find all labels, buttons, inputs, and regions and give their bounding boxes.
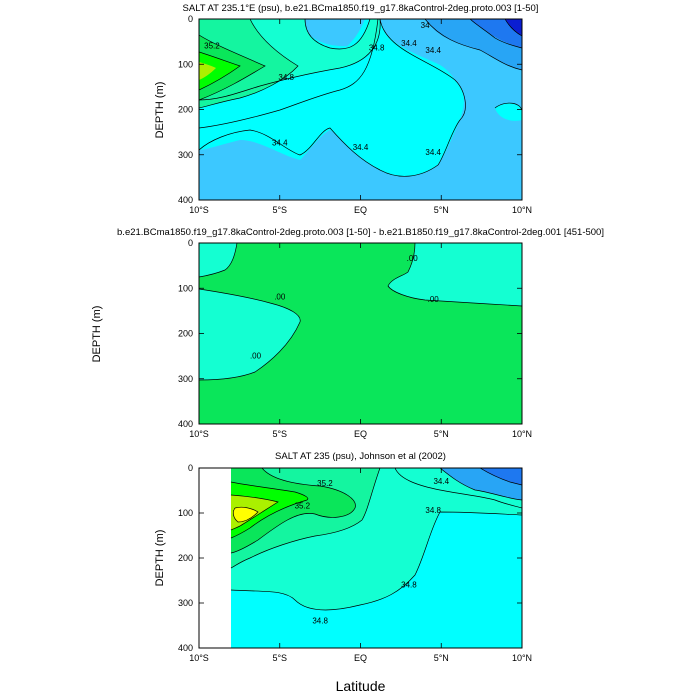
- y-tick-label: 400: [178, 643, 193, 653]
- contour-label: 34.4: [425, 46, 441, 55]
- panel-3-contour-lines: [230, 468, 522, 611]
- x-tick-label: 10°S: [189, 653, 209, 663]
- contour-label: .00: [250, 351, 262, 360]
- x-tick-label: 10°S: [189, 205, 209, 215]
- contour-label: 35.2: [204, 41, 220, 50]
- y-tick-label: 100: [178, 283, 193, 293]
- contour-label: 35.2: [317, 479, 333, 488]
- panel-1-fill-blue: [470, 19, 522, 48]
- x-tick-label: 5°N: [434, 205, 449, 215]
- panel-2-ylabel: DEPTH (m): [91, 306, 103, 363]
- panel-1-title: SALT AT 235.1°E (psu), b.e21.BCma1850.f1…: [183, 3, 539, 14]
- panel-2-fill-aqua-right: [388, 243, 522, 306]
- y-tick-label: 200: [178, 329, 193, 339]
- contour-label: 34.8: [278, 73, 294, 82]
- x-tick-label: 5°S: [272, 653, 287, 663]
- y-tick-label: 0: [188, 238, 193, 248]
- panel-3-ylabel: DEPTH (m): [154, 530, 166, 587]
- contour-label: 34.4: [353, 143, 369, 152]
- panel-2-fill-aqua-topleft: [199, 243, 237, 277]
- contour-label: 34.8: [401, 580, 417, 589]
- contour-label: 34.8: [369, 44, 385, 53]
- panel-3-title: SALT AT 235 (psu), Johnson et al (2002): [275, 451, 446, 462]
- y-tick-label: 300: [178, 598, 193, 608]
- y-tick-label: 200: [178, 553, 193, 563]
- contour-label: .00: [428, 295, 440, 304]
- y-tick-label: 0: [188, 463, 193, 473]
- panel-3-fill-yellow: [233, 507, 258, 522]
- contour-label: .00: [407, 254, 419, 263]
- y-tick-label: 0: [188, 14, 193, 24]
- contour-label: 34.8: [312, 616, 328, 625]
- y-tick-label: 400: [178, 419, 193, 429]
- x-tick-label: 10°S: [189, 429, 209, 439]
- panel-1-contour-lines: [199, 19, 522, 177]
- panel-1: SALT AT 235.1°E (psu), b.e21.BCma1850.f1…: [154, 3, 538, 215]
- x-tick-label: 5°N: [434, 429, 449, 439]
- panel-1-axis: 10°S 5°S EQ 5°N 10°N 0 100 200 300 400: [178, 14, 532, 215]
- panel-1-contour-labels: 35.2 34.8 34.8 34.4 34.4 34 34.4 34.4 34.4: [204, 21, 441, 157]
- x-tick-label: 5°N: [434, 653, 449, 663]
- x-tick-label: 10°N: [512, 205, 532, 215]
- panel-2-contour-labels: .00 .00 .00 .00: [250, 254, 439, 360]
- x-tick-label: 10°N: [512, 653, 532, 663]
- panel-1-fill-lime: [199, 52, 240, 90]
- panel-2-axis: 10°S 5°S EQ 5°N 10°N 0 100 200 300 400: [178, 238, 532, 439]
- contour-label: 35.2: [295, 502, 311, 511]
- x-tick-label: EQ: [354, 429, 367, 439]
- panel-2-title: b.e21.BCma1850.f19_g17.8kaControl-2deg.p…: [117, 227, 604, 238]
- panel-1-ylabel: DEPTH (m): [154, 82, 166, 139]
- panel-3-plot-area: 35.2 35.2 34.4 34.8 34.8 34.8: [199, 468, 522, 648]
- panel-2: b.e21.BCma1850.f19_g17.8kaControl-2deg.p…: [91, 227, 604, 439]
- contour-label: 34.4: [425, 148, 441, 157]
- panel-1-fill-yellow-green: [199, 62, 216, 80]
- contour-label: 34.4: [272, 139, 288, 148]
- panel-3: SALT AT 235 (psu), Johnson et al (2002): [154, 451, 532, 663]
- x-tick-label: 5°S: [272, 429, 287, 439]
- y-tick-label: 300: [178, 374, 193, 384]
- panel-3-fill-lime: [231, 482, 308, 538]
- y-tick-label: 300: [178, 150, 193, 160]
- panel-2-fill-aqua-left: [199, 289, 301, 380]
- y-tick-label: 400: [178, 195, 193, 205]
- contour-label: 34.4: [433, 477, 449, 486]
- panel-1-fill-deep-blue: [505, 19, 522, 36]
- x-tick-label: EQ: [354, 653, 367, 663]
- contour-label: 34: [421, 21, 430, 30]
- contour-label: .00: [274, 293, 286, 302]
- x-tick-label: 5°S: [272, 205, 287, 215]
- panel-2-plot-area: .00 .00 .00 .00: [199, 243, 522, 424]
- panel-3-axis: 10°S 5°S EQ 5°N 10°N 0 100 200 300 400: [178, 463, 532, 663]
- x-tick-label: EQ: [354, 205, 367, 215]
- contour-label: 34.4: [401, 39, 417, 48]
- y-tick-label: 100: [178, 508, 193, 518]
- x-tick-label: 10°N: [512, 429, 532, 439]
- panel-1-fill-cyan-pocket: [495, 103, 522, 121]
- contour-label: 34.8: [425, 506, 441, 515]
- panel-1-plot-area: 35.2 34.8 34.8 34.4 34.4 34 34.4 34.4 34.4: [199, 19, 522, 200]
- panel-3-fill-blue-right: [480, 468, 522, 485]
- y-tick-label: 100: [178, 59, 193, 69]
- y-tick-label: 200: [178, 105, 193, 115]
- panel-2-contour-lines: [199, 243, 522, 381]
- panel-3-contour-labels: 35.2 35.2 34.4 34.8 34.8 34.8: [295, 477, 450, 626]
- x-axis-label: Latitude: [336, 678, 386, 694]
